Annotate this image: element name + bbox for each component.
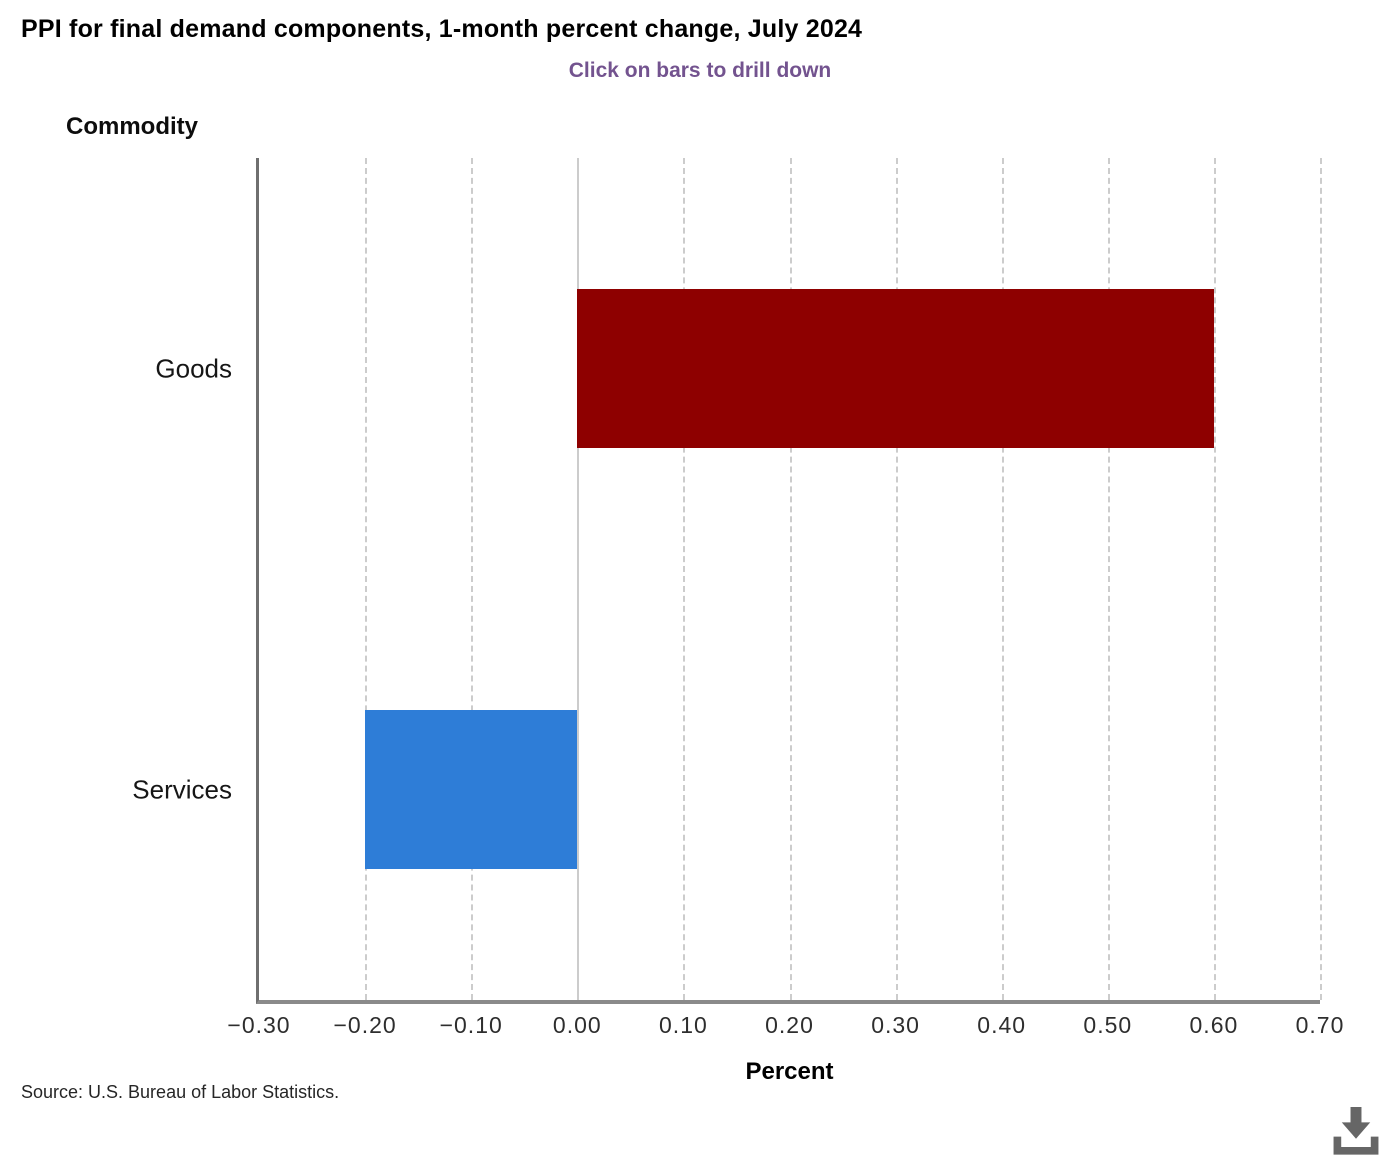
- zero-gridline: [577, 158, 580, 1000]
- category-labels: Goods Services: [0, 158, 232, 1000]
- x-tick-label: −0.30: [227, 1012, 291, 1038]
- gridline: [471, 158, 474, 1000]
- chart-title: PPI for final demand components, 1-month…: [21, 15, 863, 43]
- bar-goods[interactable]: [577, 288, 1214, 449]
- category-label-services: Services: [132, 774, 232, 804]
- gridline: [1107, 158, 1110, 1000]
- x-tick-label: 0.30: [871, 1012, 920, 1038]
- gridline: [1213, 158, 1216, 1000]
- x-tick-label: 0.40: [977, 1012, 1027, 1038]
- download-button[interactable]: [1333, 1104, 1379, 1156]
- x-tick-label: 0.20: [765, 1012, 814, 1038]
- x-tick-label: −0.20: [333, 1012, 397, 1038]
- gridline: [1320, 158, 1322, 1000]
- gridline: [789, 158, 792, 1000]
- download-icon: [1333, 1107, 1379, 1155]
- gridline: [683, 158, 686, 1000]
- source-note: Source: U.S. Bureau of Labor Statistics.: [21, 1082, 340, 1102]
- y-axis-title: Commodity: [66, 113, 198, 140]
- x-tick-labels: −0.30 −0.20 −0.10 0.00 0.10 0.20 0.30 0.40 0.50 0…: [227, 1012, 1343, 1044]
- x-tick-label: 0.60: [1189, 1012, 1239, 1038]
- gridline: [1001, 158, 1004, 1000]
- plot-area: [256, 158, 1322, 1004]
- gridline: [365, 158, 368, 1000]
- x-axis-title: Percent: [745, 1058, 834, 1085]
- chart-subtitle: Click on bars to drill down: [568, 59, 832, 82]
- x-tick-label: 0.10: [659, 1012, 708, 1038]
- gridline: [895, 158, 898, 1000]
- x-tick-label: −0.10: [439, 1012, 503, 1038]
- category-label-goods: Goods: [155, 353, 232, 383]
- x-tick-label: 0.70: [1295, 1012, 1345, 1038]
- x-tick-label: 0.50: [1083, 1012, 1133, 1038]
- bar-services[interactable]: [365, 709, 578, 870]
- x-tick-label: 0.00: [552, 1012, 602, 1038]
